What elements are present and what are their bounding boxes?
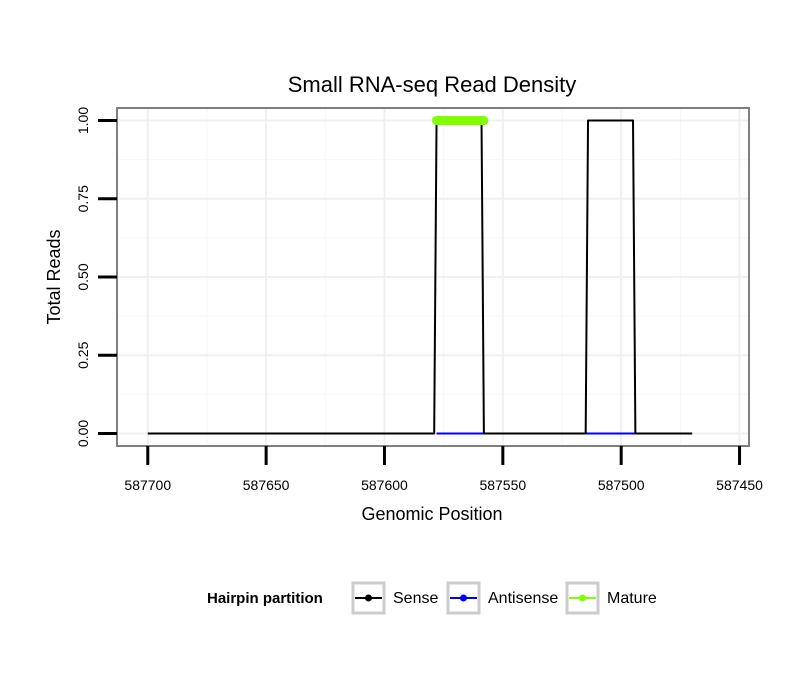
y-tick-label: 0.75 [75,185,91,212]
legend-dot-antisense [460,594,467,602]
legend-title: Hairpin partition [207,590,323,607]
x-tick-label: 587700 [124,477,171,493]
legend-item-sense: Sense [351,581,438,615]
legend-item-mature: Mature [565,581,657,615]
y-tick-label: 1.00 [75,107,91,134]
legend-label-mature: Mature [607,590,657,607]
y-axis: 0.00 0.25 0.50 0.75 1.00 [75,107,117,447]
x-tick-label: 587600 [361,477,408,493]
legend-dot-mature [579,594,586,602]
series-layer [147,116,693,435]
y-tick-label: 0.50 [75,263,91,290]
legend-label-sense: Sense [393,590,438,607]
x-tick-label: 587450 [716,477,763,493]
x-axis: 587700 587650 587600 587550 587500 587450 [124,446,763,493]
series-sense-line [147,119,693,435]
legend-item-antisense: Antisense [446,581,558,615]
legend: Hairpin partition Sense Antisense Mature [207,581,657,615]
x-tick-label: 587550 [479,477,526,493]
grid [117,108,749,446]
legend-dot-sense [365,594,372,602]
y-tick-label: 0.25 [75,341,91,368]
x-tick-label: 587500 [598,477,645,493]
chart-title: Small RNA-seq Read Density [288,72,577,97]
x-tick-label: 587650 [243,477,290,493]
y-axis-label: Total Reads [44,229,64,324]
y-tick-label: 0.00 [75,420,91,447]
x-axis-label: Genomic Position [361,504,502,524]
legend-label-antisense: Antisense [488,590,558,607]
